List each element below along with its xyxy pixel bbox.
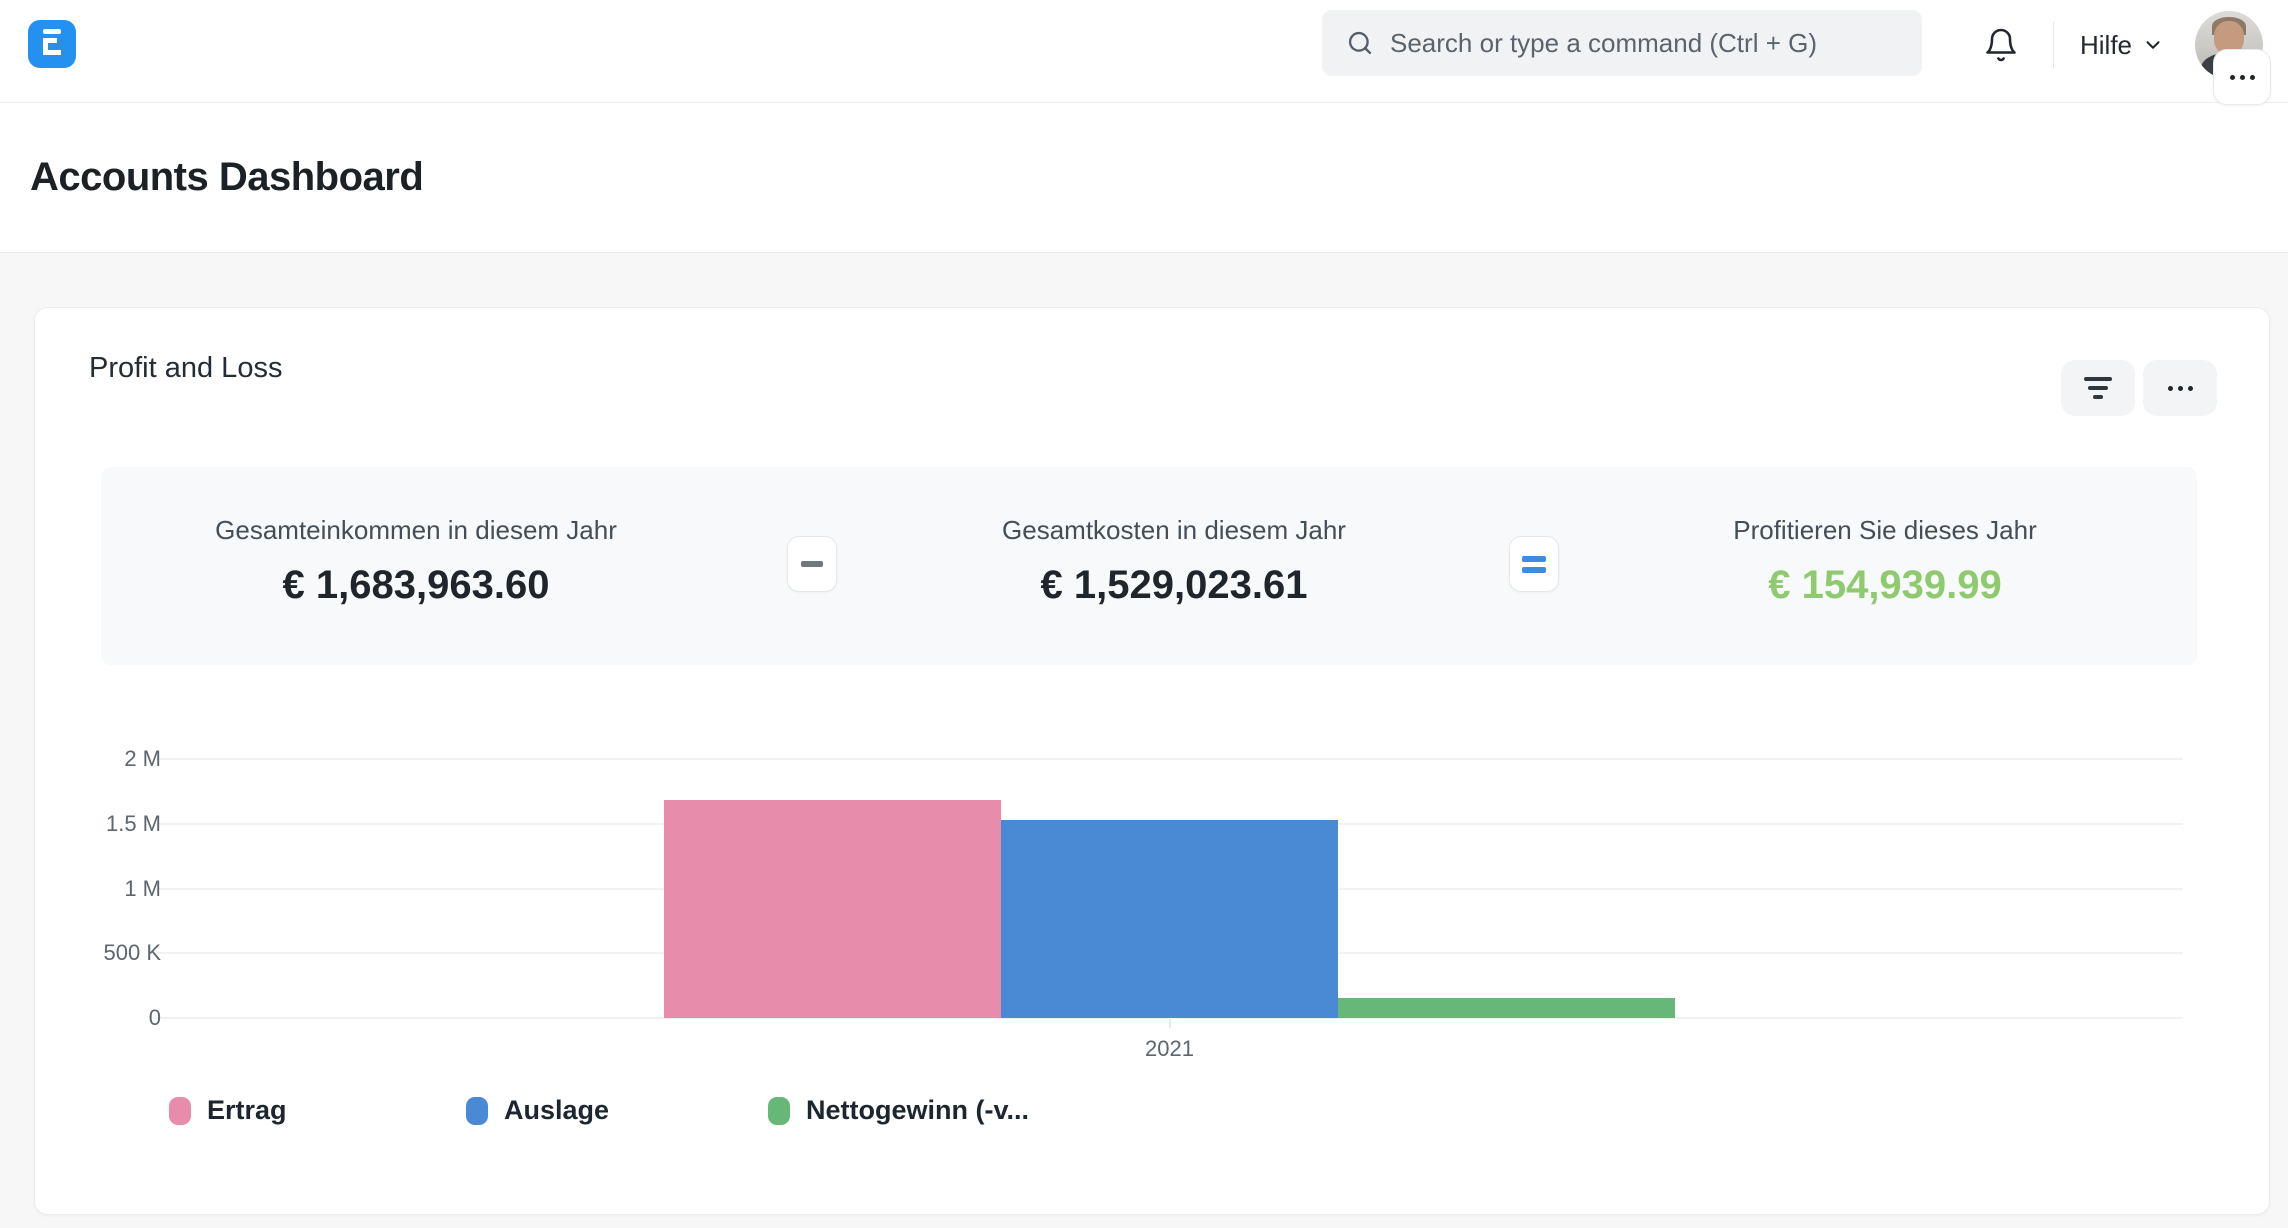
x-axis-tick [1168, 1019, 1171, 1028]
notifications-button[interactable] [1981, 25, 2021, 65]
legend-item: Nettogewinn (-v... [768, 1095, 1029, 1126]
legend-item: Auslage [466, 1095, 609, 1126]
page-menu-button[interactable] [2213, 49, 2271, 105]
equals-icon [1522, 555, 1546, 562]
filter-button[interactable] [2061, 360, 2135, 416]
search-input[interactable]: Search or type a command (Ctrl + G) [1322, 10, 1922, 76]
profit-loss-card: Profit and Loss Gesamteinkommen in diese… [34, 307, 2270, 1215]
bell-icon [1983, 27, 2019, 63]
chart-card-title: Profit and Loss [89, 352, 283, 384]
gridline [156, 1017, 2183, 1019]
stat-value: € 154,939.99 [1768, 563, 2002, 607]
summary-strip: Gesamteinkommen in diesem Jahr € 1,683,9… [101, 467, 2197, 665]
x-axis-tick-label: 2021 [1145, 1036, 1194, 1061]
card-menu-button[interactable] [2143, 360, 2217, 416]
top-navbar: Search or type a command (Ctrl + G) Hilf… [0, 0, 2288, 103]
legend-label: Nettogewinn (-v... [806, 1095, 1029, 1125]
y-axis-tick-label: 500 K [103, 940, 162, 966]
bar-nettogewinn-v[interactable] [1338, 997, 1675, 1018]
help-menu[interactable]: Hilfe [2080, 20, 2164, 70]
stat-label: Gesamteinkommen in diesem Jahr [215, 515, 617, 545]
y-axis-tick-label: 2 M [124, 746, 161, 771]
legend-item: Ertrag [169, 1095, 287, 1126]
ellipsis-icon [2167, 385, 2173, 391]
y-axis-tick-label: 1 M [124, 875, 161, 901]
stat-label: Gesamtkosten in diesem Jahr [1002, 515, 1346, 545]
legend-swatch-icon [169, 1096, 191, 1125]
navbar-divider [2053, 22, 2054, 68]
minus-operator [787, 536, 837, 592]
legend-label: Auslage [504, 1095, 610, 1125]
bar-auslage[interactable] [1001, 819, 1338, 1018]
bar-ertrag[interactable] [664, 799, 1001, 1018]
legend-label: Ertrag [207, 1095, 287, 1125]
equals-operator [1509, 536, 1559, 592]
help-label: Hilfe [2080, 29, 2133, 60]
page-header: Accounts Dashboard [0, 103, 2288, 253]
stat-value: € 1,529,023.61 [1040, 563, 1308, 607]
chevron-down-icon [2142, 34, 2164, 56]
y-axis-tick-label: 0 [148, 1005, 161, 1030]
stat-profit: Profitieren Sie dieses Jahr € 154,939.99 [1535, 467, 2235, 665]
y-axis-tick-label: 1.5 M [105, 810, 161, 836]
stat-label: Profitieren Sie dieses Jahr [1733, 515, 2037, 545]
stat-value: € 1,683,963.60 [282, 563, 550, 607]
erpnext-logo-icon [28, 18, 76, 71]
search-placeholder: Search or type a command (Ctrl + G) [1390, 27, 1817, 58]
app-logo[interactable] [28, 20, 76, 68]
page-title: Accounts Dashboard [30, 155, 424, 199]
legend-swatch-icon [768, 1096, 790, 1125]
minus-icon [801, 561, 823, 567]
gridline [156, 758, 2183, 760]
stat-total-income: Gesamteinkommen in diesem Jahr € 1,683,9… [66, 467, 766, 665]
filter-icon [2084, 377, 2112, 381]
stat-total-expense: Gesamtkosten in diesem Jahr € 1,529,023.… [824, 467, 1524, 665]
search-icon [1346, 29, 1374, 57]
ellipsis-icon [2229, 74, 2235, 80]
legend-swatch-icon [466, 1096, 488, 1125]
